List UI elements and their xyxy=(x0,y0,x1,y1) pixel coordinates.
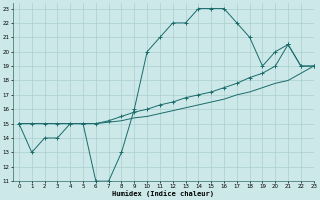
X-axis label: Humidex (Indice chaleur): Humidex (Indice chaleur) xyxy=(112,190,214,197)
